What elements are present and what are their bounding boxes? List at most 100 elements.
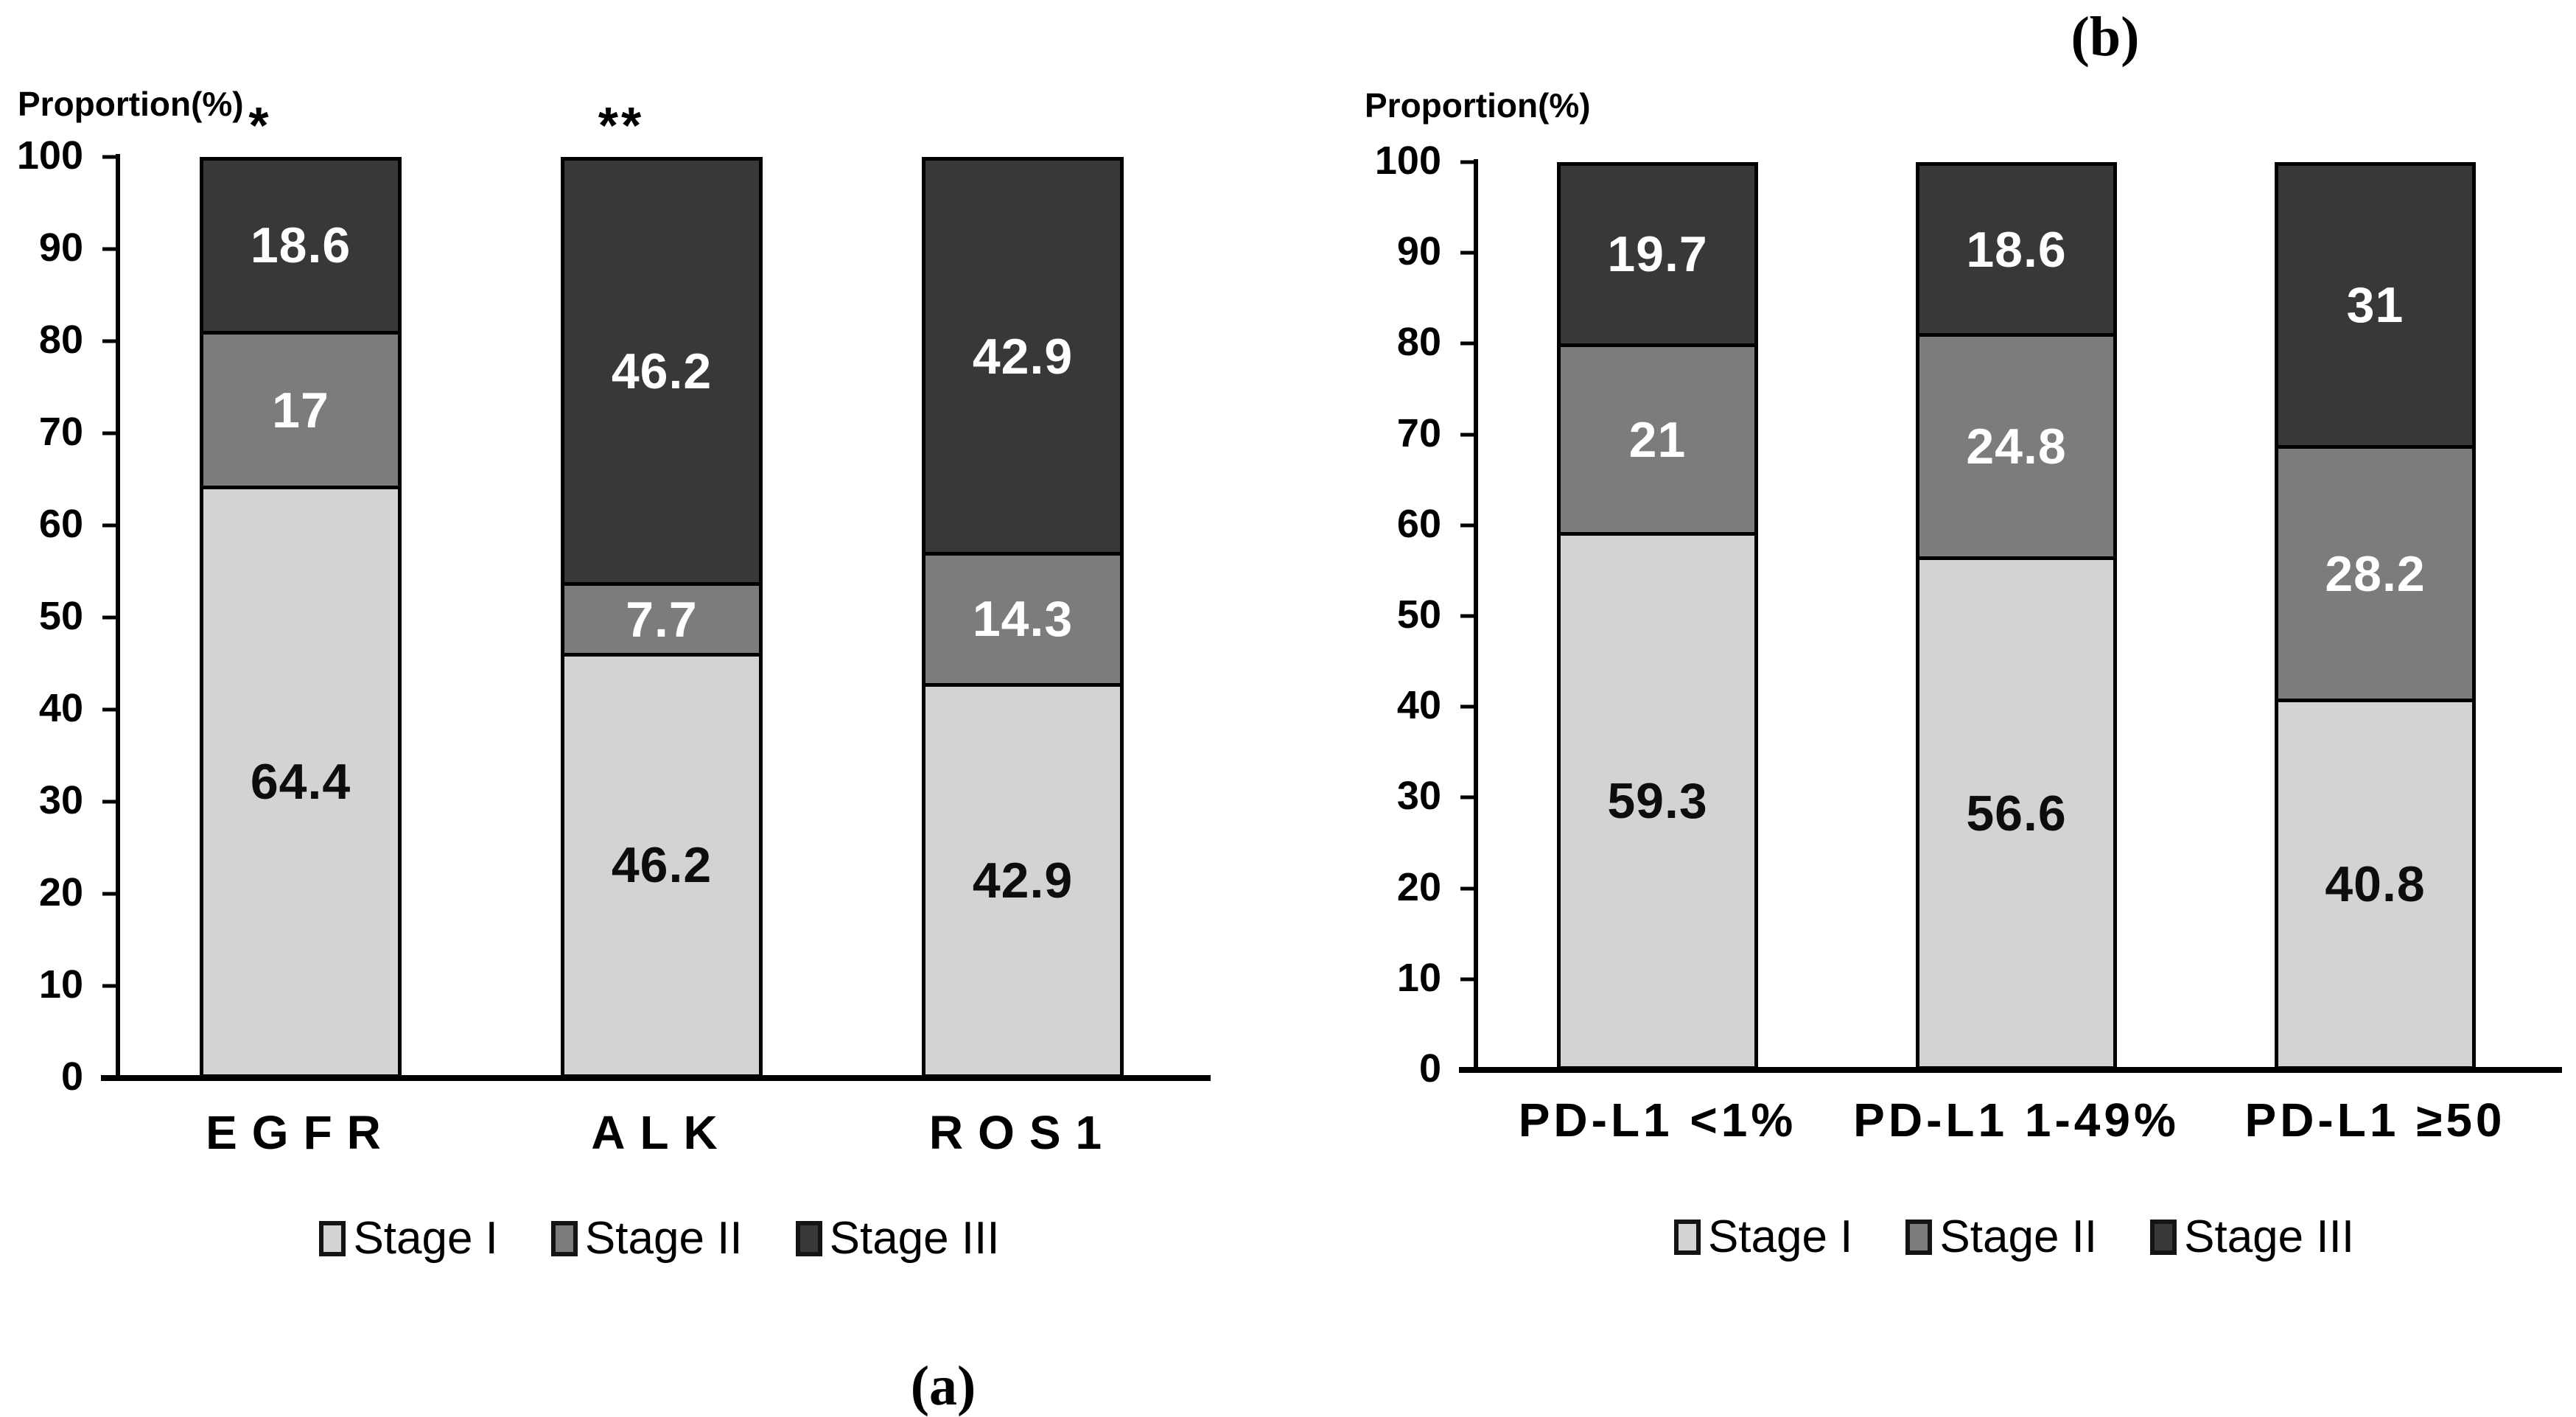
category-label: PD-L1 ≥50 <box>2244 1094 2506 1147</box>
legend-swatch <box>550 1221 578 1256</box>
stacked-bar: 42.9 14.3 42.9 <box>921 157 1124 1078</box>
legend-swatch <box>795 1221 822 1256</box>
y-axis-tick <box>1460 977 1474 982</box>
bar-slot: 42.9 14.3 42.9 <box>842 157 1203 1078</box>
y-axis-tick-label: 50 <box>1396 592 1441 637</box>
y-axis-tick <box>1460 160 1474 164</box>
legend-label: Stage I <box>353 1213 498 1264</box>
y-axis-tick <box>1460 251 1474 255</box>
bar-segment-stage-ii: 24.8 <box>1919 333 2113 557</box>
stacked-bar: 18.6 17 64.4 <box>199 157 402 1078</box>
y-axis-tick <box>102 615 116 620</box>
y-axis-tick <box>102 1076 116 1080</box>
y-axis-tick <box>102 339 116 343</box>
bar-segment-stage-iii: 18.6 <box>203 161 399 331</box>
segment-value-label: 42.9 <box>972 852 1074 909</box>
legend-swatch <box>1673 1220 1701 1255</box>
y-axis-tick-label: 0 <box>1418 1046 1441 1091</box>
segment-value-label: 59.3 <box>1607 773 1708 830</box>
y-axis-tick <box>102 247 116 251</box>
y-axis-tick <box>102 984 116 988</box>
segment-value-label: 46.2 <box>611 343 713 400</box>
segment-value-label: 19.7 <box>1607 226 1708 283</box>
segment-value-label: 24.8 <box>1966 419 2067 475</box>
y-axis-tick-label: 80 <box>1396 320 1441 365</box>
category-label: EGFR <box>206 1106 396 1159</box>
y-axis-tick-label: 70 <box>38 409 83 454</box>
bar-segment-stage-ii: 7.7 <box>564 582 760 653</box>
x-axis-category-labels: PD-L1 <1% PD-L1 1-49% PD-L1 ≥50 <box>1478 1096 2555 1144</box>
y-axis-tick <box>1460 1068 1474 1072</box>
y-axis-tick-label: 50 <box>38 593 83 638</box>
legend-label: Stage I <box>1707 1211 1853 1262</box>
segment-value-label: 40.8 <box>2325 856 2426 913</box>
y-axis-tick-label: 100 <box>16 133 83 178</box>
bars-row: 19.7 21 59.3 18.6 24.8 56.6 31 28.2 40.8 <box>1478 162 2555 1070</box>
legend: Stage I Stage II Stage III <box>116 1216 1203 1262</box>
legend-swatch <box>319 1221 346 1256</box>
significance-marker: ** <box>598 97 645 154</box>
bars-row: * 18.6 17 64.4 ** 46.2 7.7 46.2 42.9 14.3 42.9 <box>120 99 1203 1078</box>
legend-swatch <box>1905 1220 1933 1255</box>
segment-value-label: 18.6 <box>1966 221 2067 278</box>
segment-value-label: 64.4 <box>250 754 351 811</box>
y-axis-tick <box>102 155 116 159</box>
legend-swatch <box>2150 1220 2177 1255</box>
y-axis-tick <box>102 800 116 804</box>
bar-segment-stage-iii: 46.2 <box>564 161 760 583</box>
category-label: ALK <box>591 1106 732 1159</box>
segment-value-label: 18.6 <box>250 217 351 274</box>
bar-slot: 19.7 21 59.3 <box>1478 162 1837 1070</box>
chart-panel-b: (b) Proportion(%) 0 10 20 30 40 50 60 70 80 90 100… <box>1288 0 2576 1416</box>
y-axis-tick <box>1460 886 1474 891</box>
segment-value-label: 14.3 <box>972 591 1074 648</box>
bar-segment-stage-i: 59.3 <box>1561 532 1754 1066</box>
legend-label: Stage III <box>829 1213 1000 1264</box>
x-axis-category-labels: EGFR ALK ROS1 <box>120 1109 1203 1156</box>
y-axis-tick <box>1460 341 1474 346</box>
legend-label: Stage II <box>584 1213 743 1264</box>
legend-item: Stage I <box>319 1213 498 1264</box>
legend-label: Stage III <box>2184 1211 2355 1262</box>
bar-segment-stage-iii: 42.9 <box>925 161 1121 553</box>
bar-segment-stage-ii: 28.2 <box>2278 444 2472 699</box>
bar-segment-stage-iii: 31 <box>2278 166 2472 445</box>
y-axis-title: Proportion(%) <box>1365 86 1591 125</box>
y-axis-tick <box>1460 433 1474 437</box>
stacked-bar: 18.6 24.8 56.6 <box>1916 162 2117 1070</box>
bar-segment-stage-iii: 19.7 <box>1561 166 1754 343</box>
category-label: PD-L1 <1% <box>1518 1094 1797 1147</box>
y-axis-tick-label: 40 <box>1396 683 1441 728</box>
stacked-bar: 31 28.2 40.8 <box>2275 162 2476 1070</box>
segment-value-label: 31 <box>2346 277 2404 334</box>
category-label: PD-L1 1-49% <box>1853 1094 2180 1147</box>
y-axis-tick <box>102 523 116 528</box>
chart-panel-a: Proportion(%) 0 10 20 30 40 50 60 70 80 90 100 * 18.… <box>0 0 1288 1416</box>
y-axis-tick <box>1460 523 1474 528</box>
bar-slot: 18.6 24.8 56.6 <box>1837 162 2196 1070</box>
y-axis-tick-label: 30 <box>38 777 83 822</box>
y-axis-tick-label: 20 <box>1396 864 1441 909</box>
legend-item: Stage III <box>795 1213 1000 1264</box>
y-axis-tick-label: 90 <box>1396 229 1441 274</box>
panel-label-a: (a) <box>910 1355 976 1417</box>
stacked-bar: 46.2 7.7 46.2 <box>560 157 763 1078</box>
plot-area: 0 10 20 30 40 50 60 70 80 90 100 19.7 21 59.3 18.6 24.8… <box>1375 141 2562 1088</box>
segment-value-label: 7.7 <box>626 591 698 648</box>
y-axis-tick-label: 80 <box>38 317 83 362</box>
segment-value-label: 46.2 <box>611 837 713 894</box>
y-axis-tick-label: 100 <box>1374 138 1441 183</box>
y-axis-tick-label: 40 <box>38 685 83 730</box>
y-axis-tick-label: 20 <box>38 870 83 914</box>
y-axis-title: Proportion(%) <box>18 85 244 123</box>
segment-value-label: 28.2 <box>2325 545 2426 602</box>
significance-marker: * <box>248 97 272 154</box>
segment-value-label: 56.6 <box>1966 785 2067 842</box>
legend-item: Stage I <box>1673 1211 1853 1262</box>
y-axis-tick <box>102 707 116 712</box>
y-axis-tick-label: 30 <box>1396 774 1441 819</box>
segment-value-label: 17 <box>272 382 329 438</box>
legend-item: Stage III <box>2150 1214 2354 1260</box>
y-axis-tick-label: 70 <box>1396 410 1441 455</box>
bar-segment-stage-i: 56.6 <box>1919 556 2113 1066</box>
